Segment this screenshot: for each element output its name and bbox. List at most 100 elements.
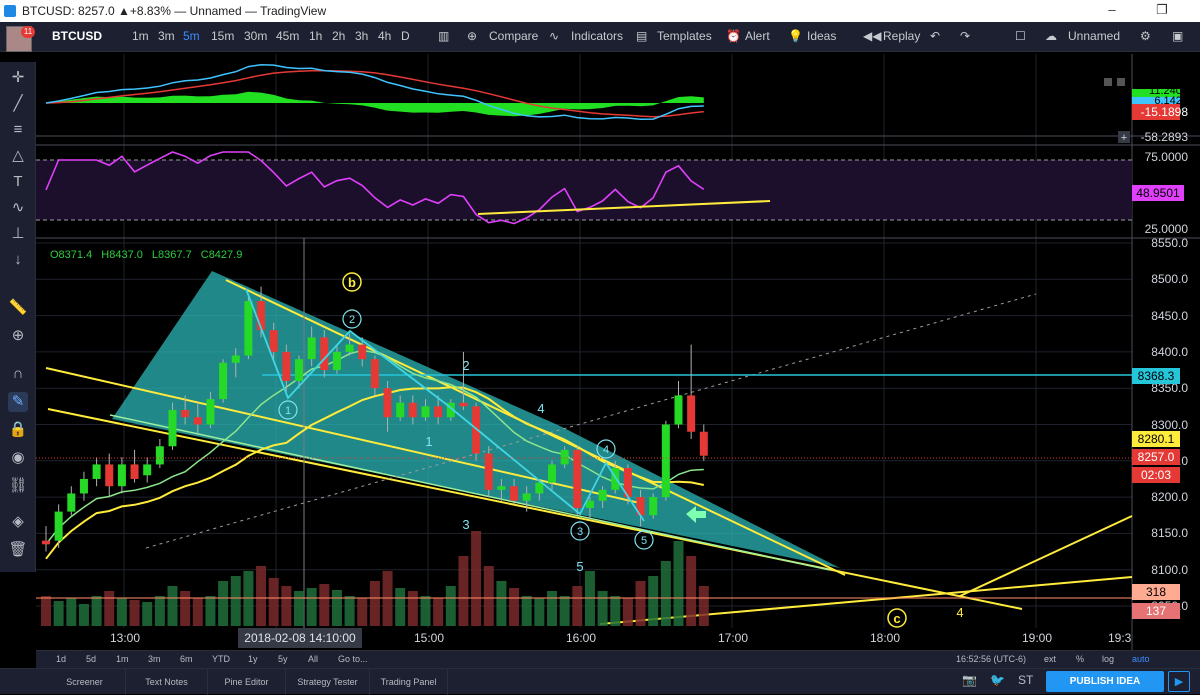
restore-button[interactable]: ❐	[1156, 2, 1168, 17]
range-1d[interactable]: 1d	[56, 654, 67, 664]
ohlc-high: H8437.0	[101, 249, 143, 261]
tab-pine-editor[interactable]: Pine Editor	[208, 669, 286, 695]
bottom-panel-bar: Screener Text Notes Pine Editor Strategy…	[0, 668, 1200, 695]
range-3m[interactable]: 3m	[148, 654, 161, 664]
ruler-icon[interactable]: 📏	[8, 299, 28, 316]
volume-bar	[673, 541, 684, 626]
ext-toggle[interactable]: ext	[1044, 654, 1057, 664]
tab-trading-panel[interactable]: Trading Panel	[370, 669, 448, 695]
macd-line	[45, 64, 704, 121]
volume-bar	[306, 588, 317, 626]
pattern-icon[interactable]: △	[12, 147, 24, 164]
layers-icon[interactable]: ◈	[12, 513, 24, 530]
candle-down	[484, 453, 493, 490]
candle-style-icon[interactable]: ▥	[438, 29, 450, 43]
ideas-button[interactable]: Ideas	[807, 29, 837, 43]
range-all[interactable]: All	[308, 654, 319, 664]
rsi-line	[45, 151, 705, 225]
templates-button[interactable]: Templates	[657, 29, 712, 43]
arrow-down-icon[interactable]: ↓	[14, 251, 22, 268]
range-5y[interactable]: 5y	[278, 654, 288, 664]
undo-icon[interactable]: ↶	[930, 29, 941, 43]
volume-bar	[395, 588, 406, 626]
macd-signal-line	[45, 69, 704, 118]
interval-3h[interactable]: 3h	[355, 29, 369, 43]
wave-4-yellow-label: 4	[956, 605, 963, 620]
stay-drawing-icon[interactable]: ✎	[8, 392, 28, 412]
candle-up	[79, 478, 88, 494]
volume-bar	[572, 586, 583, 626]
lock-icon[interactable]: 🔒	[8, 421, 28, 438]
mid-trendline	[45, 367, 641, 504]
crosshair-icon[interactable]: ✛	[11, 69, 25, 86]
text-icon[interactable]: T	[13, 173, 23, 190]
tab-strategy-tester[interactable]: Strategy Tester	[286, 669, 370, 695]
main-pane	[36, 238, 1133, 628]
macd-tag-green	[1132, 89, 1180, 99]
interval-45m[interactable]: 45m	[276, 29, 300, 43]
volume-bar	[635, 581, 646, 626]
range-1y[interactable]: 1y	[248, 654, 258, 664]
alert-button[interactable]: Alert	[745, 29, 770, 43]
percent-toggle[interactable]: %	[1076, 654, 1085, 664]
log-toggle[interactable]: log	[1102, 654, 1115, 664]
price-tag: 137	[1132, 603, 1180, 619]
publish-idea-button[interactable]: PUBLISH IDEA	[1046, 671, 1164, 692]
pane-icon-1	[1104, 78, 1112, 86]
interval-2h[interactable]: 2h	[332, 29, 346, 43]
interval-1h[interactable]: 1h	[309, 29, 323, 43]
clock[interactable]: 16:52:56 (UTC-6)	[956, 654, 1027, 664]
magnet-icon[interactable]: ∩	[12, 365, 24, 382]
candle-down	[459, 402, 468, 407]
interval-5m[interactable]: 5m	[183, 29, 200, 43]
replay-button[interactable]: Replay	[883, 29, 921, 43]
interval-4h[interactable]: 4h	[378, 29, 392, 43]
measure-icon[interactable]: ⊥	[11, 225, 25, 242]
go-to-date[interactable]: Go to...	[338, 654, 368, 664]
redo-icon[interactable]: ↷	[960, 29, 971, 43]
compare-button[interactable]: Compare	[489, 29, 539, 43]
twitter-icon[interactable]: 🐦	[990, 673, 1005, 687]
indicators-button[interactable]: Indicators	[571, 29, 624, 43]
cloud-icon: ☁	[1045, 29, 1057, 43]
range-5d[interactable]: 5d	[86, 654, 97, 664]
volume-bar	[218, 581, 229, 626]
play-icon[interactable]: ▶	[1168, 671, 1190, 692]
trash-icon[interactable]: 🗑	[8, 541, 28, 558]
camera-icon[interactable]: 📷	[962, 673, 977, 687]
candle-down	[636, 497, 645, 516]
minimize-button[interactable]: –	[1108, 2, 1116, 17]
volume-bar	[433, 598, 444, 626]
fib-icon[interactable]: ≡	[13, 121, 23, 138]
range-6m[interactable]: 6m	[180, 654, 193, 664]
fullscreen-icon[interactable]: ☐	[1015, 29, 1026, 43]
interval-1m[interactable]: 1m	[132, 29, 149, 43]
range-ytd[interactable]: YTD	[212, 654, 230, 664]
layout-name[interactable]: Unnamed	[1068, 29, 1121, 43]
zoom-icon[interactable]: ⊕	[11, 327, 25, 344]
settings-icon[interactable]: ⚙	[1140, 29, 1151, 43]
indicators-icon: ∿	[549, 29, 560, 43]
auto-toggle[interactable]: auto	[1132, 654, 1150, 664]
wave-icon[interactable]: ∿	[11, 199, 25, 216]
tab-screener[interactable]: Screener	[44, 669, 126, 695]
symbol-search[interactable]: BTCUSD	[52, 29, 102, 43]
trend-line-icon[interactable]: ╱	[13, 95, 23, 112]
tab-text-notes[interactable]: Text Notes	[126, 669, 208, 695]
alert-icon: ⏰	[726, 29, 741, 43]
rsi-label-75: 75.0000	[1144, 150, 1188, 164]
interval-15m[interactable]: 15m	[211, 29, 235, 43]
interval-30m[interactable]: 30m	[244, 29, 268, 43]
volume-bar	[319, 584, 330, 626]
stocktwits-icon[interactable]: ST	[1018, 673, 1034, 687]
link-icon[interactable]: ⛓	[8, 477, 28, 494]
snapshot-icon[interactable]: ▣	[1172, 29, 1184, 43]
range-1m[interactable]: 1m	[116, 654, 129, 664]
volume-bar	[698, 586, 709, 626]
candles	[42, 286, 708, 552]
interval-3m[interactable]: 3m	[158, 29, 175, 43]
wave-c-label: c	[893, 611, 900, 626]
eye-icon[interactable]: ◉	[11, 449, 25, 466]
interval-d[interactable]: D	[401, 29, 410, 43]
